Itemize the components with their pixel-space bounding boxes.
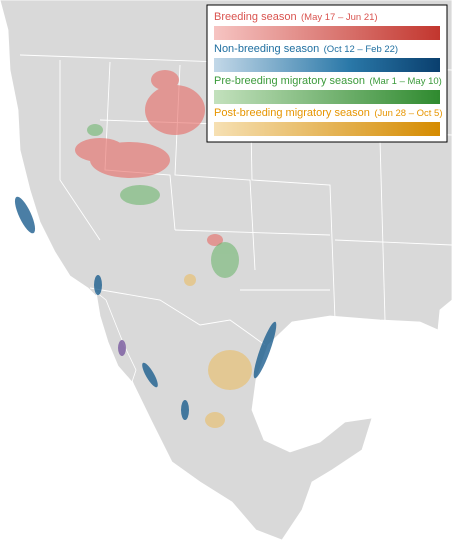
legend-text: Post-breeding migratory season (Jun 28 –… bbox=[214, 103, 443, 120]
legend-label: Post-breeding migratory season bbox=[214, 107, 370, 119]
legend-swatch bbox=[214, 122, 440, 136]
range-post-breeding bbox=[184, 274, 252, 428]
range-breeding bbox=[75, 70, 223, 246]
legend-text: Breeding season (May 17 – Jun 21) bbox=[214, 7, 378, 24]
legend-label: Pre-breeding migratory season bbox=[214, 75, 365, 87]
legend-label: Breeding season bbox=[214, 11, 297, 23]
legend-dates: (Oct 12 – Feb 22) bbox=[324, 44, 398, 55]
legend-text: Non-breeding season (Oct 12 – Feb 22) bbox=[214, 39, 398, 56]
range-non-breeding bbox=[14, 196, 277, 420]
legend-dates: (Mar 1 – May 10) bbox=[369, 76, 441, 87]
legend-swatch bbox=[214, 26, 440, 40]
legend: Breeding season (May 17 – Jun 21) Non-br… bbox=[206, 4, 448, 143]
legend-label: Non-breeding season bbox=[214, 43, 319, 55]
legend-swatch bbox=[214, 58, 440, 72]
range-pre-breeding bbox=[87, 124, 239, 278]
legend-text: Pre-breeding migratory season (Mar 1 – M… bbox=[214, 71, 442, 88]
legend-dates: (May 17 – Jun 21) bbox=[301, 12, 378, 23]
legend-box bbox=[206, 4, 448, 143]
legend-dates: (Jun 28 – Oct 5) bbox=[374, 108, 442, 119]
legend-swatch bbox=[214, 90, 440, 104]
